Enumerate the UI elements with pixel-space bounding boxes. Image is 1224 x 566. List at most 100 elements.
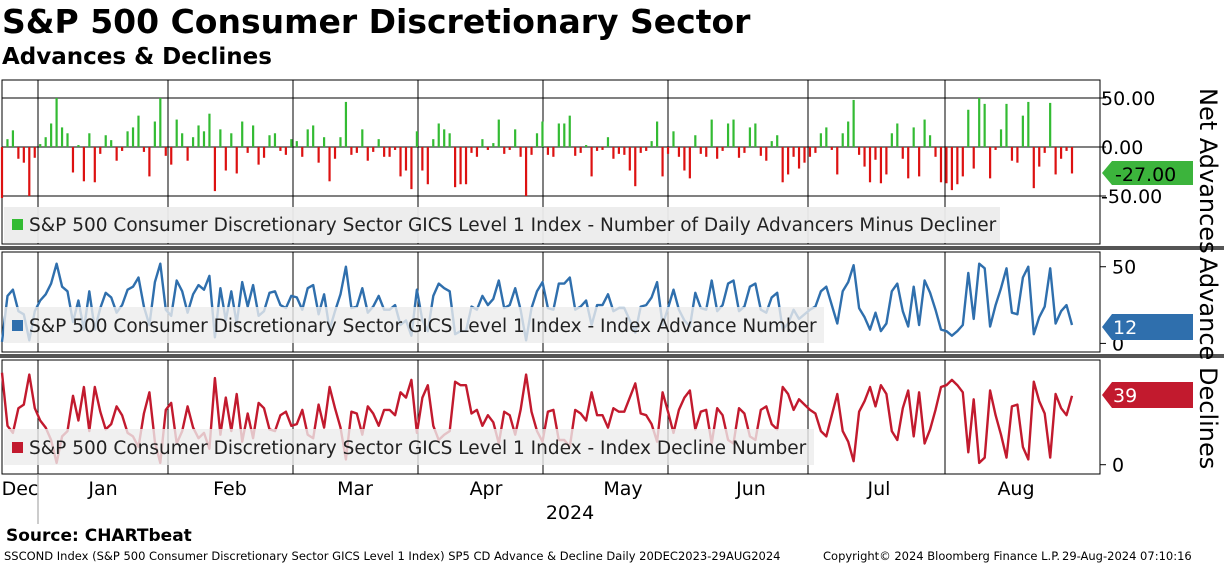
net-bar bbox=[50, 123, 53, 147]
decline-axis-label: Declines bbox=[1194, 367, 1222, 469]
net-bar bbox=[808, 147, 812, 157]
net-bar bbox=[437, 123, 440, 147]
net-bar bbox=[448, 133, 451, 147]
net-bar bbox=[142, 147, 146, 152]
net-bar bbox=[60, 127, 64, 147]
net-bar bbox=[830, 147, 833, 150]
net-bar bbox=[312, 125, 315, 147]
net-bar bbox=[1043, 147, 1046, 153]
net-bar bbox=[93, 147, 96, 183]
net-bar bbox=[770, 141, 773, 147]
net-bar bbox=[454, 147, 457, 188]
net-bar bbox=[322, 137, 326, 147]
x-tick-label: Jul bbox=[867, 478, 891, 500]
net-bar bbox=[186, 147, 189, 161]
net-bar bbox=[634, 147, 637, 187]
net-bar bbox=[710, 119, 713, 147]
source-note: Source: CHARTbeat bbox=[6, 526, 192, 546]
net-bar bbox=[535, 133, 539, 147]
net-bar bbox=[568, 115, 571, 147]
net-bar bbox=[814, 147, 817, 153]
net-bar bbox=[934, 147, 937, 157]
net-bar bbox=[55, 98, 58, 147]
net-bar bbox=[470, 147, 473, 153]
net-bar bbox=[219, 129, 222, 147]
net-bar bbox=[666, 147, 670, 154]
net-bar bbox=[290, 139, 293, 147]
net-bar bbox=[557, 123, 560, 147]
net-bar bbox=[939, 147, 943, 183]
net-bar bbox=[514, 129, 517, 147]
net-bar bbox=[77, 145, 80, 147]
net-bar bbox=[224, 147, 227, 171]
net-bar bbox=[601, 147, 604, 150]
net-bar bbox=[175, 119, 178, 147]
decline-legend-swatch bbox=[12, 442, 23, 453]
net-bar bbox=[197, 125, 200, 147]
net-bar bbox=[759, 147, 762, 156]
advance-last-value-badge bbox=[1102, 314, 1193, 340]
net-bar bbox=[350, 147, 353, 155]
net-bar bbox=[6, 139, 9, 147]
net-bar bbox=[344, 101, 348, 147]
net-bar bbox=[11, 130, 15, 147]
net-bar bbox=[273, 133, 277, 147]
advance-tick-label: 50 bbox=[1112, 257, 1136, 279]
net-bar bbox=[137, 115, 140, 147]
net-axis-label: Net Advances bbox=[1194, 88, 1222, 254]
net-bar bbox=[803, 147, 806, 163]
net-bar bbox=[868, 147, 872, 183]
net-bar bbox=[262, 147, 266, 158]
net-bar bbox=[863, 147, 866, 167]
net-bar bbox=[410, 147, 413, 190]
net-bar bbox=[328, 147, 331, 182]
net-bar bbox=[836, 147, 839, 175]
net-bar bbox=[857, 147, 861, 155]
net-bar bbox=[28, 147, 31, 196]
net-bar bbox=[825, 127, 828, 147]
net-bar bbox=[563, 123, 566, 147]
net-bar bbox=[890, 133, 893, 147]
net-bar bbox=[694, 135, 697, 147]
x-tick-label: Feb bbox=[213, 478, 247, 500]
net-bar bbox=[923, 119, 926, 147]
net-bar bbox=[213, 147, 217, 192]
x-tick-label: Dec bbox=[2, 478, 39, 500]
decline-last-value-badge bbox=[1102, 382, 1193, 408]
net-bar bbox=[268, 135, 271, 147]
net-bar bbox=[541, 121, 544, 147]
net-bar bbox=[1049, 102, 1052, 147]
net-bar bbox=[1032, 147, 1035, 189]
net-bar bbox=[612, 147, 615, 159]
net-bar bbox=[66, 133, 69, 147]
net-last-value-badge bbox=[1102, 161, 1193, 185]
net-bar bbox=[110, 140, 113, 147]
net-bar bbox=[732, 119, 735, 147]
net-bar bbox=[683, 147, 686, 171]
net-bar bbox=[459, 147, 462, 185]
net-bar bbox=[88, 133, 91, 147]
net-bar bbox=[181, 133, 184, 147]
net-bar bbox=[524, 147, 528, 196]
net-bar bbox=[361, 129, 364, 147]
net-bar bbox=[486, 147, 489, 150]
net-bar bbox=[1065, 147, 1068, 151]
net-bar bbox=[928, 135, 932, 147]
net-bar bbox=[421, 147, 424, 171]
chart-subtitle: Advances & Declines bbox=[2, 44, 272, 70]
advance-legend-label: S&P 500 Consumer Discretionary Sector GI… bbox=[29, 316, 817, 337]
net-bar bbox=[579, 147, 582, 153]
net-bar bbox=[688, 147, 691, 179]
net-bar bbox=[879, 147, 883, 184]
x-tick-label: Aug bbox=[997, 478, 1034, 500]
net-tick-label: 50.00 bbox=[1101, 88, 1155, 110]
net-bar bbox=[978, 98, 981, 147]
net-bar bbox=[1021, 115, 1024, 147]
net-bar bbox=[443, 129, 446, 147]
net-bar bbox=[797, 147, 801, 169]
decline-last-value: 39 bbox=[1113, 385, 1137, 407]
net-bar bbox=[901, 147, 904, 159]
net-bar bbox=[131, 127, 135, 147]
net-bar bbox=[852, 99, 855, 147]
net-bar bbox=[306, 129, 309, 147]
